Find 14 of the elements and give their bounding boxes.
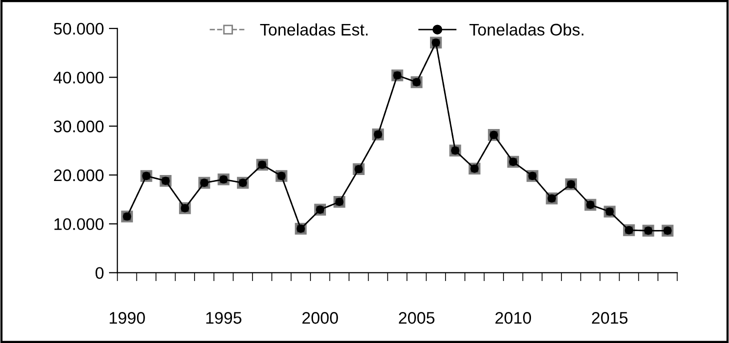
y-tick-label: 0 xyxy=(96,267,104,279)
x-tick-label: 2015 xyxy=(592,312,628,324)
x-tick-label: 1995 xyxy=(206,312,242,324)
x-tick-label: 2005 xyxy=(398,312,434,324)
y-tick-label: 20.000 xyxy=(54,169,104,182)
x-tick-label: 2010 xyxy=(495,312,532,324)
x-tick-label: 2000 xyxy=(302,312,338,324)
y-tick-label: 10.000 xyxy=(54,218,104,230)
y-tick-label: 30.000 xyxy=(54,120,104,132)
y-tick-label: 40.000 xyxy=(54,72,104,84)
x-tick-label: 1990 xyxy=(110,312,145,324)
legend-label: Toneladas Obs. xyxy=(469,23,584,36)
legend-label: Toneladas Est. xyxy=(260,23,368,36)
y-tick-label: 50.000 xyxy=(54,22,104,35)
